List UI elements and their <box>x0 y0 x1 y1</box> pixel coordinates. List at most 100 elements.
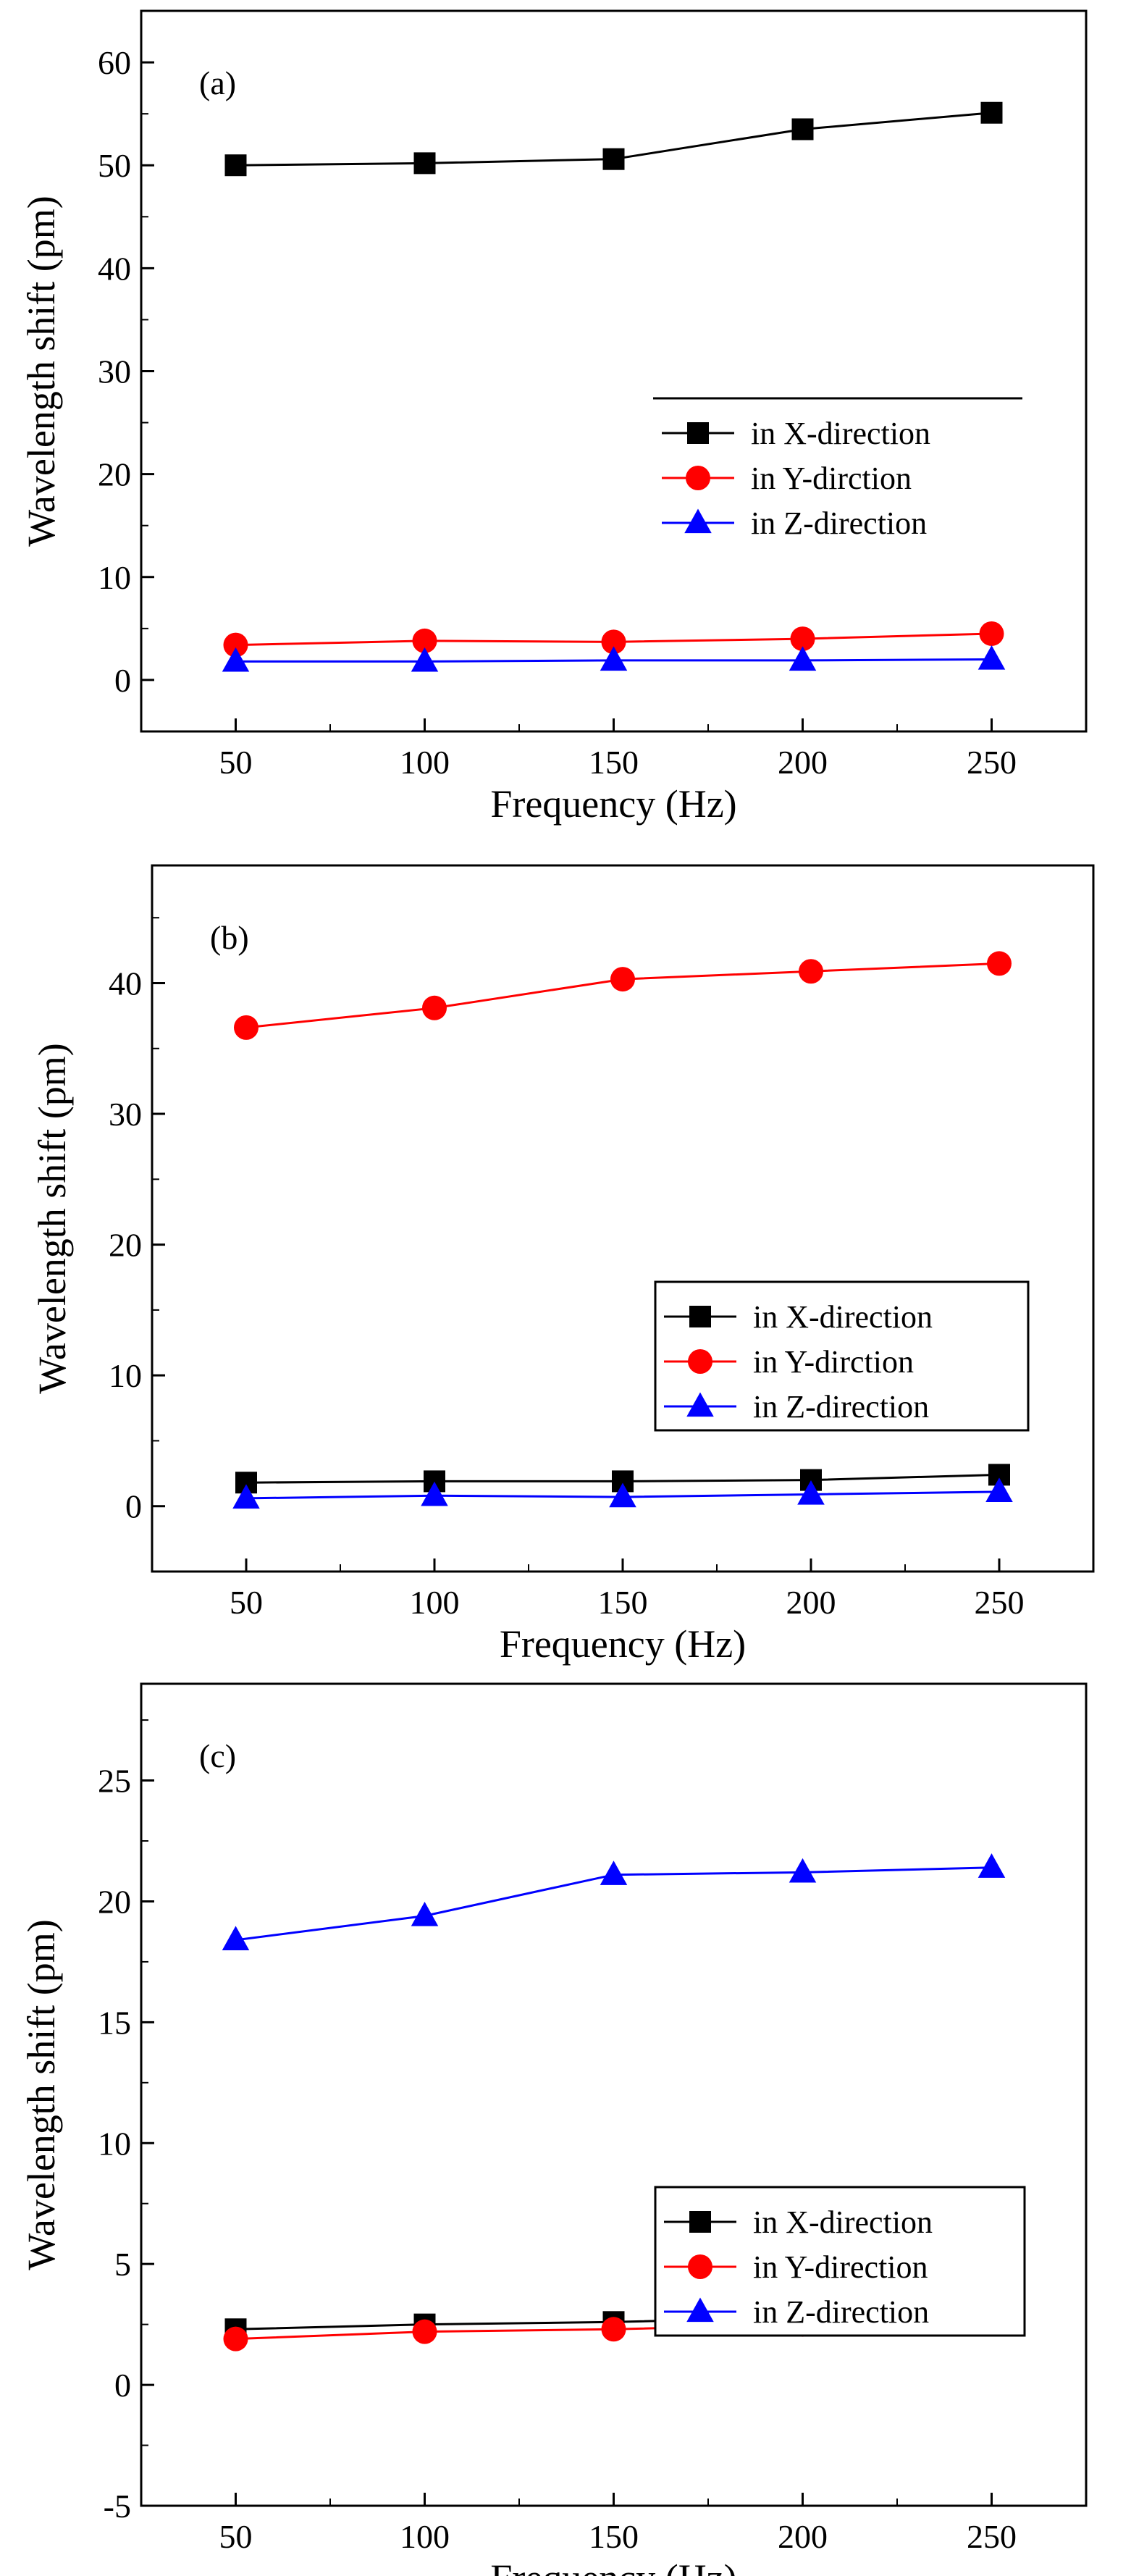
y-tick-label: 25 <box>98 1763 131 1800</box>
x-tick-label: 50 <box>219 744 253 781</box>
panel-label: (a) <box>199 64 236 101</box>
legend-marker <box>686 2297 714 2323</box>
data-point <box>609 1482 636 1508</box>
series-triangle <box>222 645 1006 672</box>
x-tick-label: 150 <box>589 744 639 781</box>
legend: in X-direction in Y-dirction in Z-directio… <box>654 1280 1030 1432</box>
chart-panel-a: 50 100 150 200 250 0 10 20 30 40 50 60 Frequency (Hz… <box>20 9 1088 826</box>
x-tick-label: 50 <box>230 1584 263 1621</box>
data-point <box>789 646 817 671</box>
data-point <box>224 154 247 177</box>
data-point <box>223 2326 248 2351</box>
data-point <box>600 1860 628 1885</box>
data-point <box>791 118 814 140</box>
data-point <box>799 959 823 984</box>
data-point <box>610 967 635 992</box>
x-tick-label: 250 <box>967 744 1017 781</box>
legend-label: in Y-dirction <box>753 1344 914 1380</box>
data-point <box>987 951 1012 976</box>
legend: in X-direction in Y-dirction in Z-directio… <box>653 397 1022 541</box>
y-tick-label: 10 <box>98 2125 131 2162</box>
y-tick-label: 20 <box>109 1227 142 1264</box>
data-point <box>977 1853 1006 1878</box>
x-tick-label: 200 <box>778 2518 828 2555</box>
series-square <box>224 101 1003 177</box>
data-point <box>222 1926 250 1951</box>
y-axis-label: Wavelength shift (pm) <box>30 1043 74 1394</box>
legend-label: in Z-direction <box>753 2294 929 2330</box>
y-tick-label: 0 <box>125 1488 142 1525</box>
data-point <box>600 646 628 671</box>
panel-label: (b) <box>210 919 249 956</box>
panel-label: (c) <box>199 1737 236 1774</box>
legend-marker <box>687 422 709 444</box>
series-circle <box>234 951 1012 1040</box>
data-point <box>232 1484 260 1509</box>
data-point <box>421 1481 448 1506</box>
y-tick-label: 10 <box>98 559 131 596</box>
x-tick-label: 100 <box>400 2518 450 2555</box>
y-tick-label: 0 <box>114 662 131 699</box>
y-tick-label: 15 <box>98 2004 131 2041</box>
x-tick-label: 100 <box>410 1584 460 1621</box>
data-point <box>412 2319 437 2344</box>
y-tick-label: 50 <box>98 147 131 184</box>
x-tick-label: 50 <box>219 2518 253 2555</box>
x-tick-label: 150 <box>598 1584 648 1621</box>
x-tick-label: 150 <box>589 2518 639 2555</box>
data-point <box>411 647 439 672</box>
legend-label: in X-direction <box>753 1299 933 1335</box>
y-tick-label: 30 <box>109 1096 142 1133</box>
legend-label: in Z-direction <box>753 1389 929 1425</box>
y-tick-label: 30 <box>98 353 131 390</box>
y-tick-label: 5 <box>114 2246 131 2283</box>
data-point <box>412 628 437 653</box>
legend-label: in Y-direction <box>753 2249 928 2285</box>
x-axis-label: Frequency (Hz) <box>500 1622 746 1666</box>
x-axis-label: Frequency (Hz) <box>490 2556 736 2576</box>
x-tick-label: 250 <box>967 2518 1017 2555</box>
data-point <box>789 1858 817 1883</box>
data-point <box>985 1477 1013 1503</box>
y-tick-label: 60 <box>98 44 131 81</box>
x-tick-label: 100 <box>400 744 450 781</box>
y-tick-label: 0 <box>114 2367 131 2404</box>
data-point <box>601 629 626 655</box>
legend-marker <box>688 2254 712 2279</box>
data-point <box>422 995 447 1020</box>
x-tick-label: 200 <box>786 1584 836 1621</box>
legend-marker <box>689 1306 711 1327</box>
x-axis-label: Frequency (Hz) <box>490 782 736 826</box>
y-tick-label: 10 <box>109 1357 142 1394</box>
data-point <box>223 632 248 658</box>
y-tick-label: -5 <box>104 2488 131 2525</box>
y-tick-label: 40 <box>109 965 142 1002</box>
series-triangle <box>222 1853 1006 1951</box>
legend-label: in Y-dirction <box>751 461 912 496</box>
legend-label: in X-direction <box>753 2204 933 2240</box>
series-triangle <box>232 1477 1013 1509</box>
legend-marker <box>684 508 712 534</box>
legend-marker <box>689 2211 711 2233</box>
data-point <box>601 2317 626 2342</box>
y-axis-label: Wavelength shift (pm) <box>20 1919 63 2270</box>
data-point <box>790 626 815 652</box>
data-point <box>979 621 1004 646</box>
data-point <box>411 1901 439 1926</box>
legend-marker <box>688 1349 712 1374</box>
legend-label: in Z-direction <box>751 505 927 541</box>
y-tick-label: 40 <box>98 250 131 287</box>
data-point <box>602 148 625 170</box>
series-square <box>235 1464 1010 1494</box>
plot-frame <box>140 9 1088 733</box>
legend: in X-direction in Y-direction in Z-directi… <box>654 2186 1026 2337</box>
chart-panel-c: 50 100 150 200 250 -5 0 5 10 15 20 25 Frequency (Hz)… <box>20 1682 1088 2576</box>
data-point <box>234 1015 258 1040</box>
y-tick-label: 20 <box>98 456 131 493</box>
plot-frame <box>140 1682 1088 2507</box>
data-point <box>797 1480 825 1505</box>
data-point <box>413 152 436 175</box>
legend-marker <box>686 466 710 490</box>
x-tick-label: 250 <box>975 1584 1025 1621</box>
